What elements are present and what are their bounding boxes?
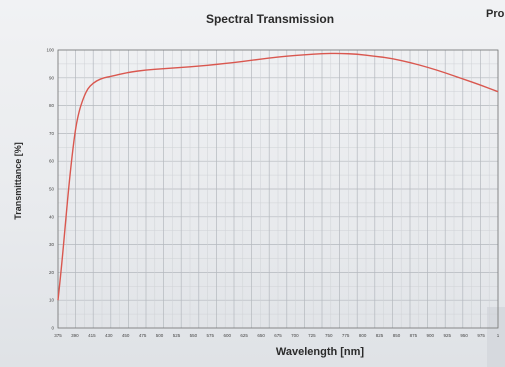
plot-frame xyxy=(57,49,499,329)
x-tick-label: 800 xyxy=(359,333,367,338)
x-tick-label: 700 xyxy=(291,333,299,338)
x-tick-label: 575 xyxy=(207,333,215,338)
x-tick-label: 450 xyxy=(122,333,130,338)
x-tick-label: 500 xyxy=(156,333,164,338)
y-tick-label: 30 xyxy=(49,242,55,247)
x-tick-label: 950 xyxy=(460,333,468,338)
y-tick-label: 10 xyxy=(49,298,55,303)
x-axis-label: Wavelength [nm] xyxy=(275,346,365,358)
x-tick-label: 550 xyxy=(190,333,198,338)
x-tick-label: 415 xyxy=(88,333,96,338)
transmission-curve xyxy=(57,52,499,301)
x-tick-label: 900 xyxy=(427,333,435,338)
chart-title: Spectral Transmission xyxy=(205,12,335,26)
y-tick-label: 70 xyxy=(49,131,55,136)
y-tick-label: 20 xyxy=(49,270,55,275)
x-tick-label: 825 xyxy=(376,333,384,338)
x-tick-label: 975 xyxy=(477,333,485,338)
x-tick-label: 775 xyxy=(342,333,350,338)
x-tick-label: 390 xyxy=(71,333,79,338)
x-tick-label: 750 xyxy=(325,333,333,338)
x-tick-label: 475 xyxy=(139,333,147,338)
x-tick-label: 650 xyxy=(257,333,265,338)
x-tick-label: 675 xyxy=(274,333,282,338)
y-tick-label: 90 xyxy=(49,75,55,80)
x-tick-label: 925 xyxy=(443,333,451,338)
grid-lines xyxy=(57,49,499,329)
cropped-heading: Pro xyxy=(486,8,505,20)
x-tick-label: 525 xyxy=(173,333,181,338)
y-tick-label: 40 xyxy=(49,214,55,219)
paper-edge xyxy=(487,307,505,367)
x-tick-label: 875 xyxy=(410,333,418,338)
y-tick-label: 0 xyxy=(51,326,54,331)
y-tick-label: 100 xyxy=(46,48,54,53)
y-tick-labels: 0 10 20 30 40 50 60 70 80 90 100 xyxy=(46,48,54,331)
x-tick-label: 600 xyxy=(223,333,231,338)
y-tick-label: 80 xyxy=(49,103,55,108)
y-tick-label: 60 xyxy=(49,159,55,164)
x-tick-label: 850 xyxy=(393,333,401,338)
y-tick-label: 50 xyxy=(49,187,55,192)
x-tick-label: 430 xyxy=(105,333,113,338)
x-tick-label: 625 xyxy=(240,333,248,338)
x-tick-label: 725 xyxy=(308,333,316,338)
x-tick-labels: 375 390 415 430 450 475 500 525 550 575 600 625 650 6… xyxy=(54,333,500,338)
x-tick-label: 1 xyxy=(497,333,500,338)
x-tick-label: 375 xyxy=(54,333,62,338)
